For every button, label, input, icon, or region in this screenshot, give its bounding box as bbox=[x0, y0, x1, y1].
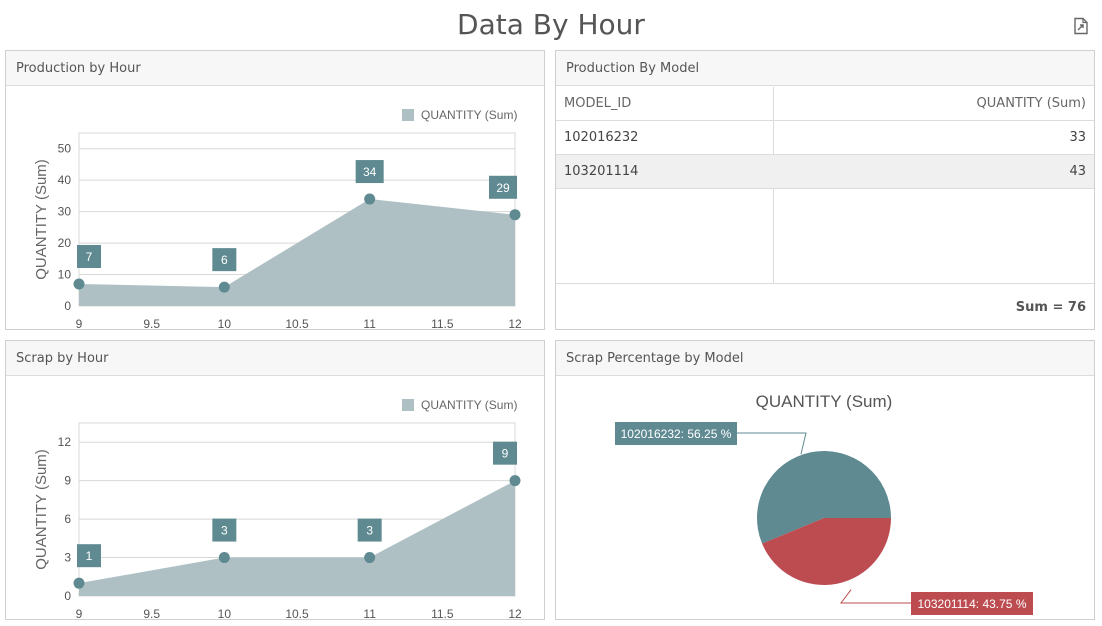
y-tick-label: 50 bbox=[58, 142, 72, 156]
data-point bbox=[73, 278, 85, 290]
panel-title: Scrap by Hour bbox=[6, 341, 544, 376]
data-label-box bbox=[212, 248, 237, 272]
panel-title: Production by Hour bbox=[6, 51, 544, 86]
x-tick-label: 9.5 bbox=[143, 607, 160, 619]
pie-label: 102016232: 56.25 % bbox=[621, 427, 732, 441]
data-point bbox=[364, 552, 376, 564]
data-label-box bbox=[77, 244, 101, 268]
data-point bbox=[218, 552, 230, 564]
data-label: 9 bbox=[502, 447, 509, 461]
table-row[interactable]: 103201114 43 bbox=[556, 155, 1094, 189]
export-icon[interactable] bbox=[1072, 17, 1090, 35]
y-tick-label: 3 bbox=[64, 551, 71, 565]
scrap-by-hour-chart: QUANTITY (Sum)03691299.51010.51111.512HO… bbox=[33, 398, 522, 619]
quantity-cell: 33 bbox=[1069, 130, 1086, 145]
data-label: 1 bbox=[86, 549, 93, 563]
production-by-hour-chart: QUANTITY (Sum) 0 10 20 30 40 50 9 9.5 10 10.5 11 11.… bbox=[33, 108, 522, 329]
data-label-box bbox=[489, 175, 517, 199]
data-label: 6 bbox=[221, 253, 228, 267]
production-by-model-grid: MODEL_ID QUANTITY (Sum) 102016232 33 103… bbox=[556, 87, 1094, 329]
page-title: Data By Hour bbox=[457, 8, 645, 41]
grid-footer: Sum = 76 bbox=[556, 283, 1094, 329]
pie-label-connector bbox=[839, 589, 911, 604]
legend-label: QUANTITY (Sum) bbox=[421, 108, 517, 122]
x-tick-label: 11 bbox=[363, 607, 376, 619]
data-label-box bbox=[355, 160, 384, 184]
column-header-quantity[interactable]: QUANTITY (Sum) bbox=[976, 96, 1086, 111]
production-by-hour-panel: Production by Hour QUANTITY (Sum) 0 10 20 30… bbox=[5, 50, 545, 330]
pie-label: 103201114: 43.75 % bbox=[918, 597, 1027, 611]
data-label: 29 bbox=[496, 181, 510, 195]
x-tick-label: 10.5 bbox=[285, 317, 309, 329]
grid-total: Sum = 76 bbox=[1015, 300, 1086, 315]
scrap-by-hour-panel: Scrap by Hour QUANTITY (Sum) 0 3 6 9 12 9 9.5 10… bbox=[5, 340, 545, 620]
pie-slice bbox=[762, 518, 891, 585]
legend-swatch bbox=[402, 109, 414, 121]
pie-label-box bbox=[615, 422, 737, 445]
data-point bbox=[364, 193, 376, 205]
y-axis-title: QUANTITY (Sum) bbox=[33, 159, 50, 280]
x-tick-label: 9.5 bbox=[143, 317, 160, 329]
x-tick-label: 10 bbox=[218, 607, 232, 619]
panel-title: Scrap Percentage by Model bbox=[556, 341, 1094, 376]
x-tick-label: 11.5 bbox=[431, 607, 454, 619]
pie-title: QUANTITY (Sum) bbox=[756, 392, 893, 411]
scrap-percentage-panel: Scrap Percentage by Model QUANTITY (Sum)… bbox=[555, 340, 1095, 620]
y-tick-label: 20 bbox=[58, 236, 72, 250]
x-tick-label: 9 bbox=[76, 607, 83, 619]
x-tick-label: 12 bbox=[508, 607, 522, 619]
data-point bbox=[509, 209, 521, 221]
data-label: 7 bbox=[86, 250, 93, 264]
y-tick-label: 30 bbox=[58, 205, 72, 219]
data-label-box bbox=[493, 441, 517, 465]
y-tick-label: 12 bbox=[58, 435, 72, 449]
panel-title: Production By Model bbox=[556, 51, 1094, 86]
series-area bbox=[79, 199, 515, 306]
data-label: 3 bbox=[366, 524, 373, 538]
grid-header-row: MODEL_ID QUANTITY (Sum) bbox=[556, 87, 1094, 121]
y-tick-label: 0 bbox=[64, 299, 71, 313]
x-tick-label: 9 bbox=[76, 317, 83, 329]
data-point bbox=[218, 281, 230, 293]
pie-label-connector bbox=[737, 432, 807, 455]
table-row[interactable]: 102016232 33 bbox=[556, 121, 1094, 155]
x-tick-label: 10.5 bbox=[285, 607, 309, 619]
y-tick-label: 6 bbox=[64, 512, 71, 526]
column-header-model-id[interactable]: MODEL_ID bbox=[564, 96, 632, 111]
y-tick-label: 10 bbox=[58, 268, 72, 282]
x-tick-label: 12 bbox=[508, 317, 522, 329]
y-tick-label: 0 bbox=[64, 589, 71, 603]
pie-slice bbox=[757, 451, 891, 544]
y-axis-title: QUANTITY (Sum) bbox=[33, 449, 50, 570]
legend-swatch bbox=[402, 399, 414, 411]
legend-label: QUANTITY (Sum) bbox=[421, 398, 517, 412]
y-tick-label: 40 bbox=[58, 173, 72, 187]
pie-label-box bbox=[911, 592, 1033, 615]
model-id-cell: 102016232 bbox=[564, 130, 639, 145]
data-point bbox=[509, 475, 521, 487]
scrap-percentage-pie-chart: QUANTITY (Sum) 102016232: 56.25 % 10320111… bbox=[615, 392, 1033, 615]
quantity-cell: 43 bbox=[1069, 164, 1086, 179]
y-tick-label: 9 bbox=[64, 474, 71, 488]
data-label: 3 bbox=[221, 524, 228, 538]
data-label-box bbox=[212, 518, 237, 542]
series-area bbox=[79, 480, 515, 596]
data-label-box bbox=[77, 544, 101, 568]
x-tick-label: 10 bbox=[218, 317, 232, 329]
production-by-model-panel: Production By Model MODEL_ID QUANTITY (S… bbox=[555, 50, 1095, 330]
data-label: 34 bbox=[363, 165, 377, 179]
x-tick-label: 11 bbox=[363, 317, 376, 329]
model-id-cell: 103201114 bbox=[564, 164, 639, 179]
data-label-box bbox=[357, 518, 382, 542]
data-point bbox=[73, 577, 85, 589]
x-tick-label: 11.5 bbox=[431, 317, 454, 329]
